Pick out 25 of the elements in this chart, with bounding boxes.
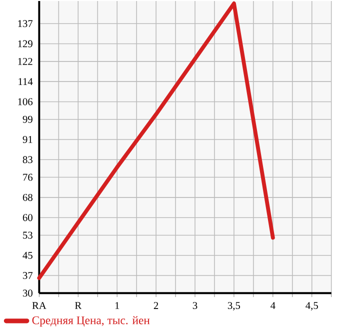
y-tick-label: 99 — [22, 116, 32, 123]
y-tick-label: 45 — [22, 252, 32, 259]
line-series — [37, 2, 275, 280]
y-tick-label: 60 — [22, 214, 32, 222]
y-tick-label: 83 — [22, 156, 32, 164]
x-tick-label: R — [74, 302, 82, 309]
x-tick-label: RA — [32, 302, 46, 309]
x-tick-label: 3 — [192, 302, 198, 310]
x-tick-label: 2 — [154, 302, 158, 309]
y-tick-label: 91 — [22, 136, 32, 144]
y-tick-label: 37 — [22, 272, 33, 280]
y-tick-label: 106 — [18, 98, 33, 106]
y-tick-label: 122 — [18, 58, 32, 65]
x-tick-label: 3,5 — [228, 302, 240, 311]
y-tick-label: 114 — [18, 78, 33, 86]
y-tick-label: 76 — [23, 174, 33, 181]
x-tick-label: 1 — [115, 302, 120, 309]
x-tick-label: 4 — [270, 302, 276, 309]
y-tick-label: 68 — [22, 194, 32, 201]
y-tick-label: 129 — [18, 40, 32, 48]
y-tick-label: 53 — [23, 232, 32, 239]
x-tick-label: 4,5 — [306, 302, 318, 311]
y-tick-label: 137 — [18, 20, 33, 28]
y-tick-label: 30 — [22, 290, 32, 297]
legend-label: Средняя Цена, тыс. йен — [32, 316, 150, 327]
